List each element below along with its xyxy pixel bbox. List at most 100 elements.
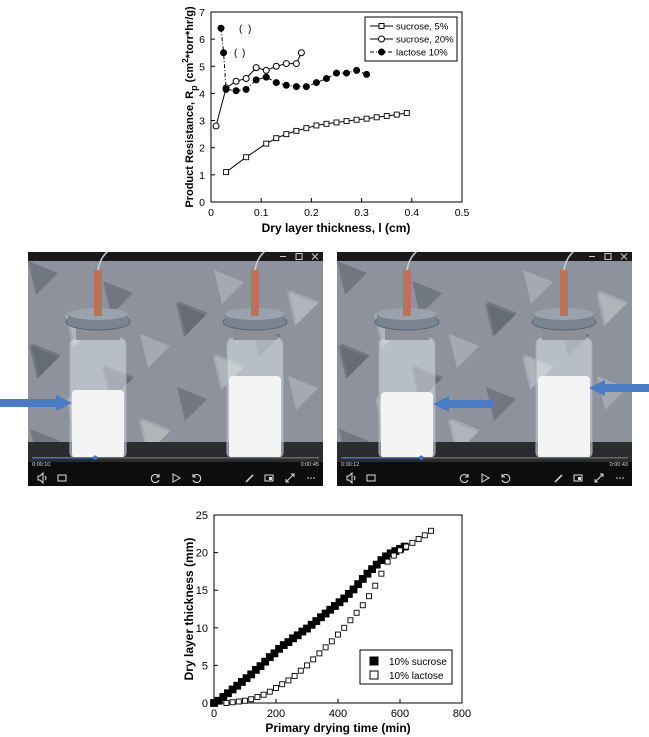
data-point xyxy=(242,85,250,93)
series-line-1 xyxy=(215,52,302,127)
pen-icon[interactable] xyxy=(554,474,563,483)
more-icon[interactable] xyxy=(616,477,624,479)
play-icon[interactable] xyxy=(481,473,491,483)
data-point xyxy=(358,575,367,583)
data-point xyxy=(222,85,230,93)
legend-marker-10-lactose xyxy=(369,670,379,680)
data-point xyxy=(266,688,273,695)
miniplayer-icon[interactable] xyxy=(573,474,583,482)
volume-icon[interactable] xyxy=(346,471,356,485)
vial-right xyxy=(222,252,288,459)
maximize-icon[interactable] xyxy=(604,253,612,260)
data-point xyxy=(353,609,360,616)
progress-bar[interactable] xyxy=(32,455,319,460)
video-player-right[interactable]: 0:00:12 0:00:43 xyxy=(337,252,632,486)
progress-knob[interactable] xyxy=(419,455,424,460)
data-point xyxy=(252,76,260,84)
current-time: 0:00:12 xyxy=(341,462,359,468)
subtitles-icon[interactable] xyxy=(366,474,376,482)
data-point xyxy=(340,594,349,603)
data-point xyxy=(256,662,265,671)
series-line-0 xyxy=(225,112,407,173)
annotation-close-paren-top: ) xyxy=(248,24,251,35)
data-point xyxy=(322,75,330,82)
series-line-2 xyxy=(220,28,367,92)
arrow-indicator-left xyxy=(0,395,72,411)
x-tick-label: 600 xyxy=(391,708,409,720)
y-tick-label: 25 xyxy=(196,510,208,522)
chart1-axes xyxy=(210,11,463,203)
legend-label-10-sucrose: 10% sucrose xyxy=(389,657,447,668)
series-2 xyxy=(217,24,371,95)
data-point xyxy=(368,565,377,574)
legend-label-10-lactose: 10% lactose xyxy=(389,671,444,682)
y-tick-label: 10 xyxy=(196,623,208,635)
y-tick-label: 0 xyxy=(202,698,208,710)
x-tick-label: 200 xyxy=(267,708,285,720)
data-point xyxy=(428,527,434,534)
data-point xyxy=(304,662,310,669)
pen-icon[interactable] xyxy=(245,474,254,483)
data-point xyxy=(328,638,335,645)
data-point xyxy=(316,650,323,657)
chart1-y-axis-label: Product Resistance, Rp (cm2*torr*hr/g) xyxy=(181,6,199,208)
close-icon[interactable] xyxy=(620,253,628,260)
fullscreen-icon[interactable] xyxy=(285,473,295,483)
data-point xyxy=(333,119,340,126)
data-point xyxy=(372,560,381,569)
data-point xyxy=(273,685,279,691)
data-point xyxy=(302,83,310,91)
progress-knob[interactable] xyxy=(92,455,98,460)
y-tick-label: 20 xyxy=(196,548,208,560)
data-point xyxy=(349,585,358,594)
subtitles-icon[interactable] xyxy=(57,474,67,482)
chart2-y-ticks: 0 5 10 15 20 25 xyxy=(196,510,218,710)
data-point xyxy=(341,624,348,631)
data-point xyxy=(252,64,260,72)
data-point xyxy=(247,670,256,679)
play-icon[interactable] xyxy=(172,473,182,483)
vial-left xyxy=(374,252,440,459)
arrow-indicator-middle xyxy=(433,396,493,412)
miniplayer-icon[interactable] xyxy=(264,474,274,482)
current-time: 0:00:10 xyxy=(32,462,50,468)
legend-marker-sucrose-20 xyxy=(378,35,385,43)
data-point xyxy=(322,644,329,651)
data-point xyxy=(270,649,279,658)
forward-icon[interactable] xyxy=(192,474,202,483)
maximize-icon[interactable] xyxy=(295,253,303,260)
x-tick-label: 0.5 xyxy=(455,207,470,219)
data-point xyxy=(235,698,242,705)
data-point xyxy=(261,657,270,666)
y-tick-label: 4 xyxy=(199,88,205,100)
y-tick-label: 5 xyxy=(199,61,205,73)
rewind-icon[interactable] xyxy=(459,474,469,483)
data-point xyxy=(272,62,280,70)
video-player-left[interactable]: 0:00:10 0:00:45 xyxy=(28,252,323,486)
rewind-icon[interactable] xyxy=(150,474,160,483)
chart1-x-ticks: 0 0.1 0.2 0.3 0.4 0.5 xyxy=(208,198,469,219)
data-point xyxy=(353,116,360,123)
data-point xyxy=(310,656,317,663)
more-icon[interactable] xyxy=(307,477,315,479)
chart1-x-axis-label: Dry layer thickness, l (cm) xyxy=(262,221,411,235)
data-point xyxy=(415,536,422,543)
data-point xyxy=(373,114,380,121)
data-point xyxy=(242,697,248,704)
forward-icon[interactable] xyxy=(501,474,511,483)
data-point xyxy=(272,79,280,87)
close-icon[interactable] xyxy=(311,253,319,260)
volume-icon[interactable] xyxy=(37,471,47,485)
data-point xyxy=(312,79,320,87)
data-point xyxy=(262,73,270,81)
total-time: 0:00:45 xyxy=(301,462,319,468)
x-tick-label: 800 xyxy=(453,708,471,720)
progress-bar[interactable] xyxy=(341,455,628,460)
data-point xyxy=(248,696,255,703)
fullscreen-icon[interactable] xyxy=(594,473,604,483)
data-point xyxy=(263,140,270,147)
data-point xyxy=(343,118,350,125)
video-scene xyxy=(337,252,632,463)
data-point xyxy=(384,558,391,565)
data-point xyxy=(363,70,371,78)
